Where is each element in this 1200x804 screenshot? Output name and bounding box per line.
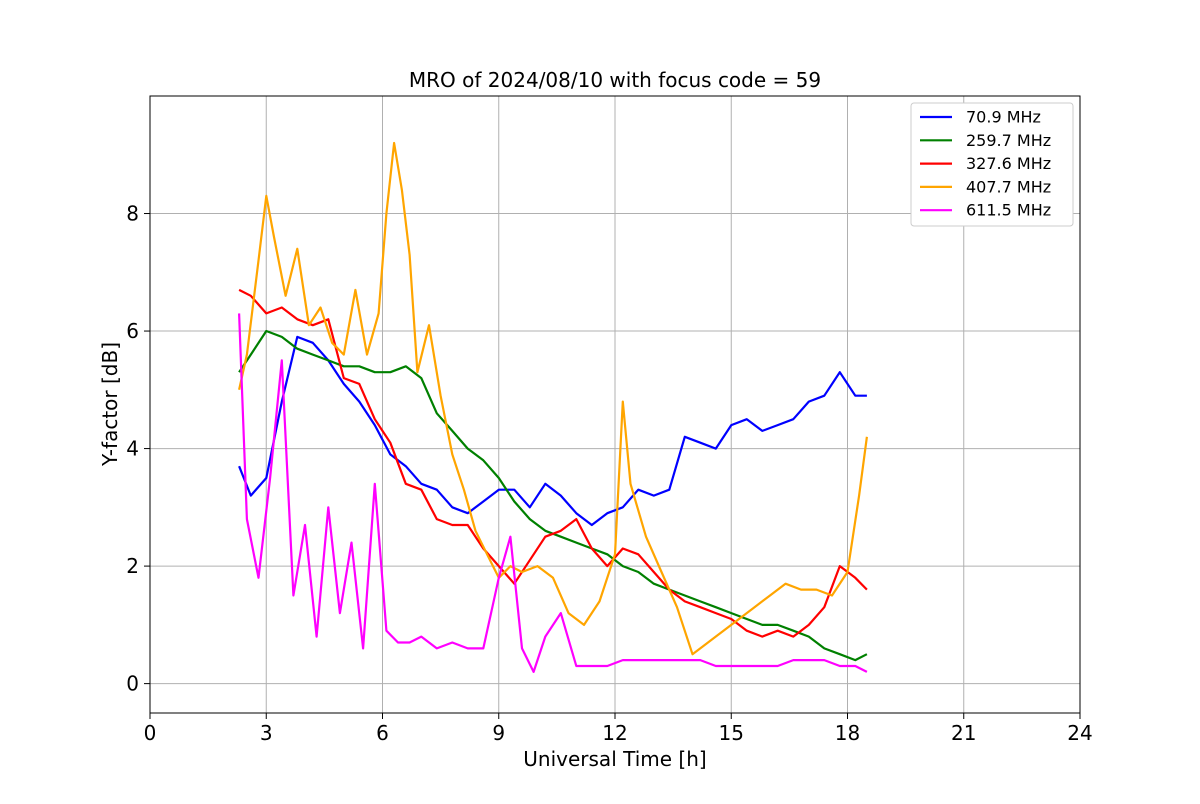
legend-label: 259.7 MHz	[966, 131, 1051, 150]
x-tick-label: 21	[951, 721, 976, 745]
chart-title: MRO of 2024/08/10 with focus code = 59	[409, 68, 821, 92]
series-line-1	[238, 335, 867, 527]
series-line-4	[238, 141, 868, 656]
y-tick-label: 2	[126, 554, 139, 578]
x-tick-label: 0	[144, 721, 157, 745]
x-tick-label: 12	[602, 721, 627, 745]
legend-label: 70.9 MHz	[966, 108, 1041, 127]
legend-label: 611.5 MHz	[966, 201, 1051, 220]
x-tick-label: 6	[376, 721, 389, 745]
x-tick-label: 18	[835, 721, 860, 745]
y-tick-label: 6	[126, 319, 139, 343]
y-tick-label: 0	[126, 672, 139, 696]
legend: 70.9 MHz 259.7 MHz 327.6 MHz 407.7 MHz 6…	[910, 102, 1074, 227]
y-tick-label: 8	[126, 202, 139, 226]
legend-label: 407.7 MHz	[966, 177, 1051, 196]
series-line-5	[238, 313, 868, 674]
series-lines	[238, 141, 868, 674]
y-tick-label: 4	[126, 437, 139, 461]
x-tick-label: 24	[1067, 721, 1092, 745]
x-tick-label: 3	[260, 721, 273, 745]
legend-box	[910, 102, 1074, 227]
legend-label: 327.6 MHz	[966, 154, 1051, 173]
series-line-3	[238, 288, 868, 638]
y-axis-label: Y-factor [dB]	[98, 342, 122, 467]
x-tick-label: 15	[719, 721, 744, 745]
x-tick-label: 9	[492, 721, 505, 745]
x-axis-label: Universal Time [h]	[523, 747, 706, 771]
